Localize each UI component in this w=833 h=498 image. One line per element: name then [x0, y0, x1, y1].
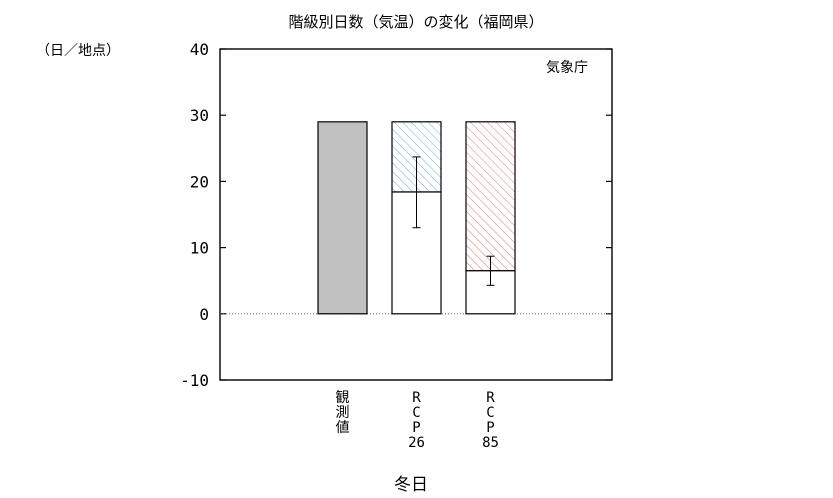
x-category-label-line: P: [486, 420, 494, 436]
y-tick-label: 0: [199, 305, 209, 324]
x-category-label-line: 85: [482, 435, 499, 451]
x-axis-label: 冬日: [394, 475, 428, 495]
y-tick-label: 10: [190, 239, 209, 258]
x-category-label-line: 測: [336, 405, 350, 421]
y-axis-unit-label: （日／地点）: [36, 43, 120, 59]
x-category-label-line: C: [486, 405, 494, 421]
plot-area-frame: [219, 48, 613, 381]
y-tick-label: 20: [190, 172, 209, 191]
bar-series: [317, 121, 516, 315]
chart-title: 階級別日数（気温）の変化（福岡県）: [288, 13, 543, 31]
y-axis-ticks: -10 0 10 20 30 40: [180, 40, 612, 390]
x-category-label-line: C: [412, 405, 420, 421]
x-category-label-line: 観: [336, 389, 350, 406]
y-tick-label: 40: [190, 40, 209, 59]
y-tick-label: -10: [180, 371, 209, 390]
x-category-label-line: R: [412, 390, 421, 406]
y-tick-label: 30: [190, 106, 209, 125]
x-category-label-line: 値: [336, 420, 350, 436]
x-category-label-line: P: [412, 420, 420, 436]
observed-bar: [317, 121, 368, 315]
x-category-label-line: R: [486, 390, 495, 406]
change-hatched-segment: [465, 121, 516, 272]
source-note: 気象庁: [546, 60, 588, 76]
x-category-label-line: 26: [408, 435, 425, 451]
